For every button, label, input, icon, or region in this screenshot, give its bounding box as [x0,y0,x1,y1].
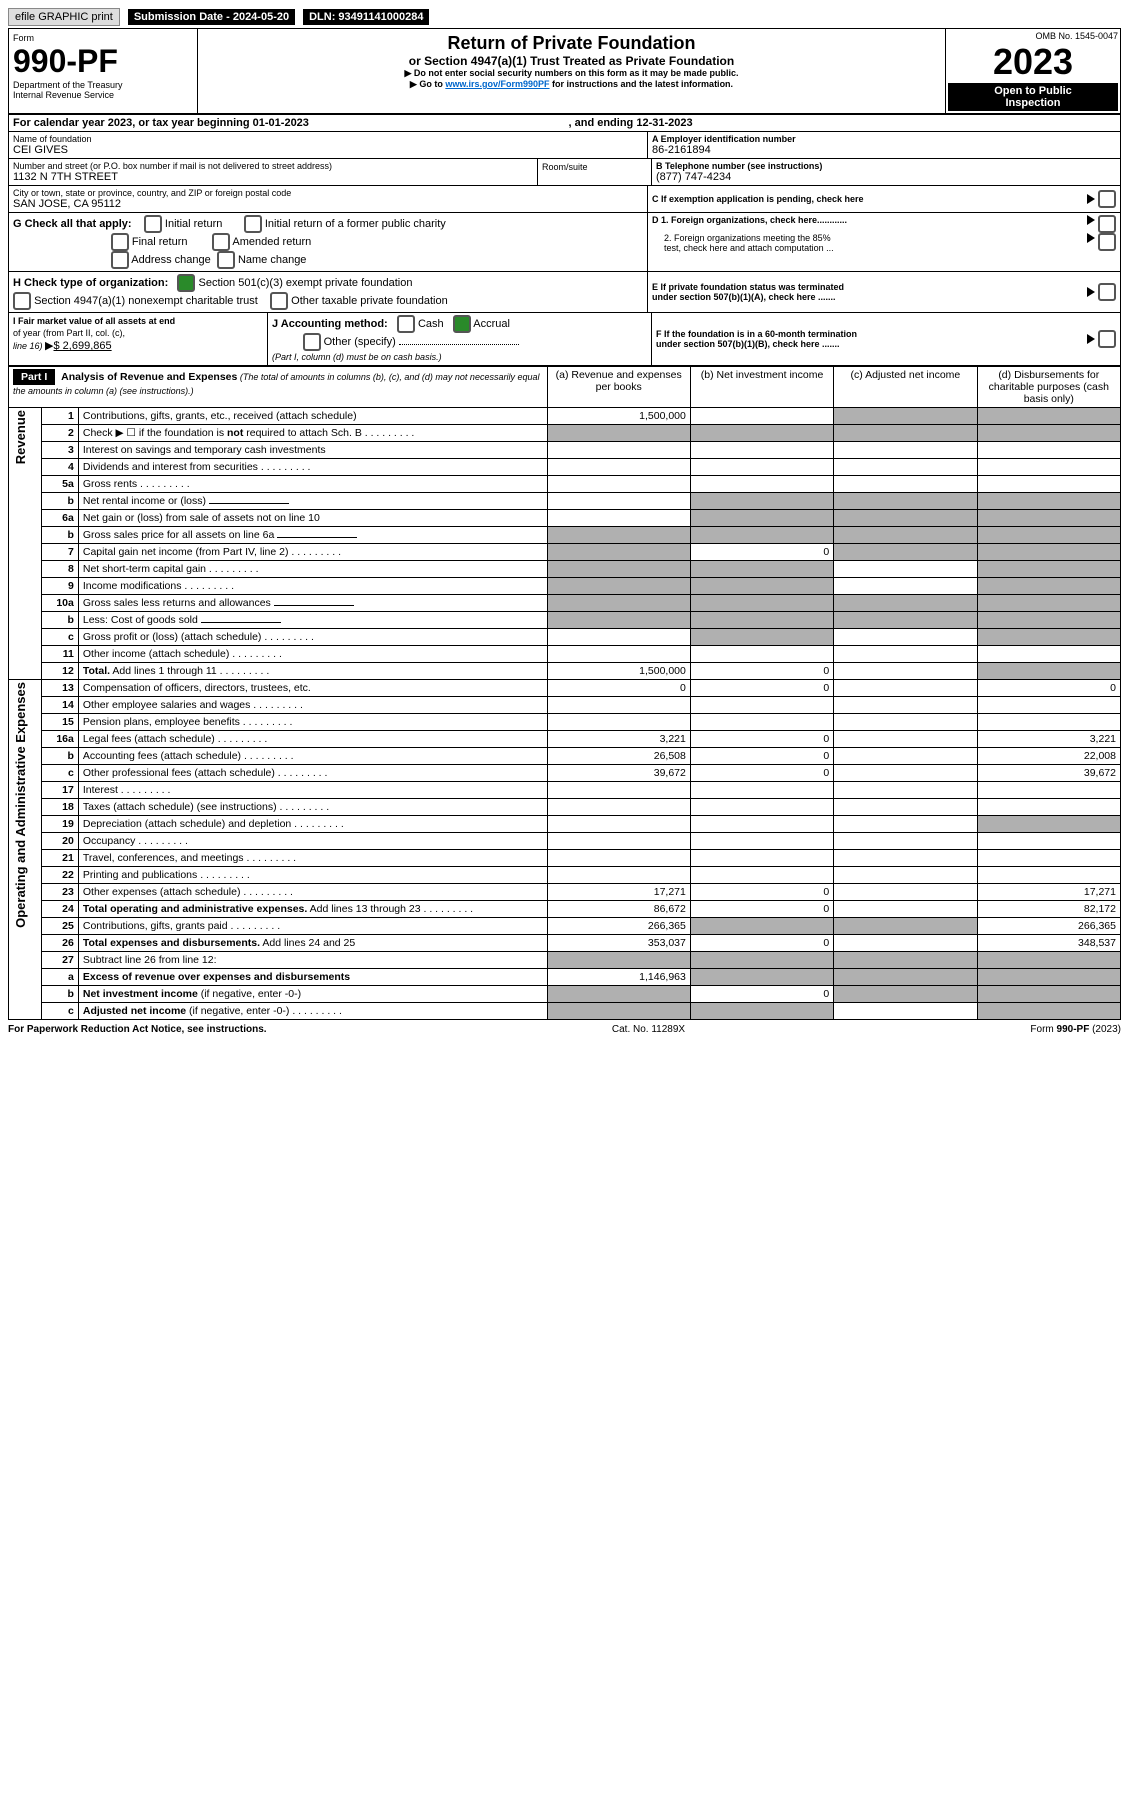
part1-table: Part I Analysis of Revenue and Expenses … [8,366,1121,1020]
form-title: Return of Private Foundation [202,33,941,54]
dln: DLN: 93491141000284 [303,9,429,25]
city-label: City or town, state or province, country… [13,188,643,198]
j-cash[interactable] [397,315,415,333]
h-4947[interactable] [13,292,31,310]
goto-link[interactable]: www.irs.gov/Form990PF [445,79,549,89]
g-amended[interactable] [212,233,230,251]
dept: Department of the Treasury [13,80,193,90]
warn: Do not enter social security numbers on … [414,68,739,78]
omb: OMB No. 1545-0047 [948,31,1118,41]
phone-val: (877) 747-4234 [656,171,1116,183]
c-checkbox[interactable] [1098,190,1116,208]
h-other[interactable] [270,292,288,310]
h-501c3[interactable] [177,274,195,292]
footer-right: Form 990-PF (2023) [1030,1024,1121,1035]
col-a: (a) Revenue and expenses per books [547,367,690,408]
col-b: (b) Net investment income [690,367,833,408]
cy-text: For calendar year 2023, or tax year begi… [13,117,309,129]
footer-left: For Paperwork Reduction Act Notice, see … [8,1024,267,1035]
g-initial[interactable] [144,215,162,233]
col-c: (c) Adjusted net income [834,367,977,408]
form-word: Form [13,33,193,43]
d1-checkbox[interactable] [1098,215,1116,233]
open-public: Open to Public [994,85,1072,97]
efile-btn[interactable]: efile GRAPHIC print [8,8,120,26]
j-accrual[interactable] [453,315,471,333]
cy-end: , and ending 12-31-2023 [569,117,693,129]
name-label: Name of foundation [13,134,643,144]
form-header: Form 990-PF Department of the Treasury I… [8,28,1121,114]
g-address[interactable] [111,251,129,269]
submission-date: Submission Date - 2024-05-20 [128,9,295,25]
form-subtitle: or Section 4947(a)(1) Trust Treated as P… [202,54,941,68]
part1-label: Part I [13,369,55,385]
c-text: C If exemption application is pending, c… [652,194,1087,204]
arrow-icon [1087,194,1095,204]
city-val: SAN JOSE, CA 95112 [13,198,643,210]
g-label: G Check all that apply: [13,218,132,230]
d1-text: D 1. Foreign organizations, check here..… [652,215,1087,233]
inspection: Inspection [1005,97,1060,109]
d2-checkbox[interactable] [1098,233,1116,251]
top-bar: efile GRAPHIC print Submission Date - 20… [8,8,1121,26]
g-name[interactable] [217,251,235,269]
ein-val: 86-2161894 [652,144,1116,156]
g-final[interactable] [111,233,129,251]
form-number: 990-PF [13,43,193,80]
addr-label: Number and street (or P.O. box number if… [13,161,533,171]
foundation-name: CEI GIVES [13,144,643,156]
g-former[interactable] [244,215,262,233]
col-d: (d) Disbursements for charitable purpose… [977,367,1120,408]
tax-year: 2023 [948,41,1118,83]
room-label: Room/suite [542,162,588,172]
j-other[interactable] [303,333,321,351]
irs: Internal Revenue Service [13,90,193,100]
f-checkbox[interactable] [1098,330,1116,348]
goto-post: for instructions and the latest informat… [550,79,734,89]
phone-label: B Telephone number (see instructions) [656,161,1116,171]
footer-mid: Cat. No. 11289X [612,1024,685,1035]
addr-val: 1132 N 7TH STREET [13,171,533,183]
footer: For Paperwork Reduction Act Notice, see … [8,1024,1121,1035]
h-label: H Check type of organization: [13,277,168,289]
goto-pre: Go to [419,79,445,89]
ein-label: A Employer identification number [652,134,1116,144]
e-checkbox[interactable] [1098,283,1116,301]
fmv-amount: $ 2,699,865 [54,340,112,352]
